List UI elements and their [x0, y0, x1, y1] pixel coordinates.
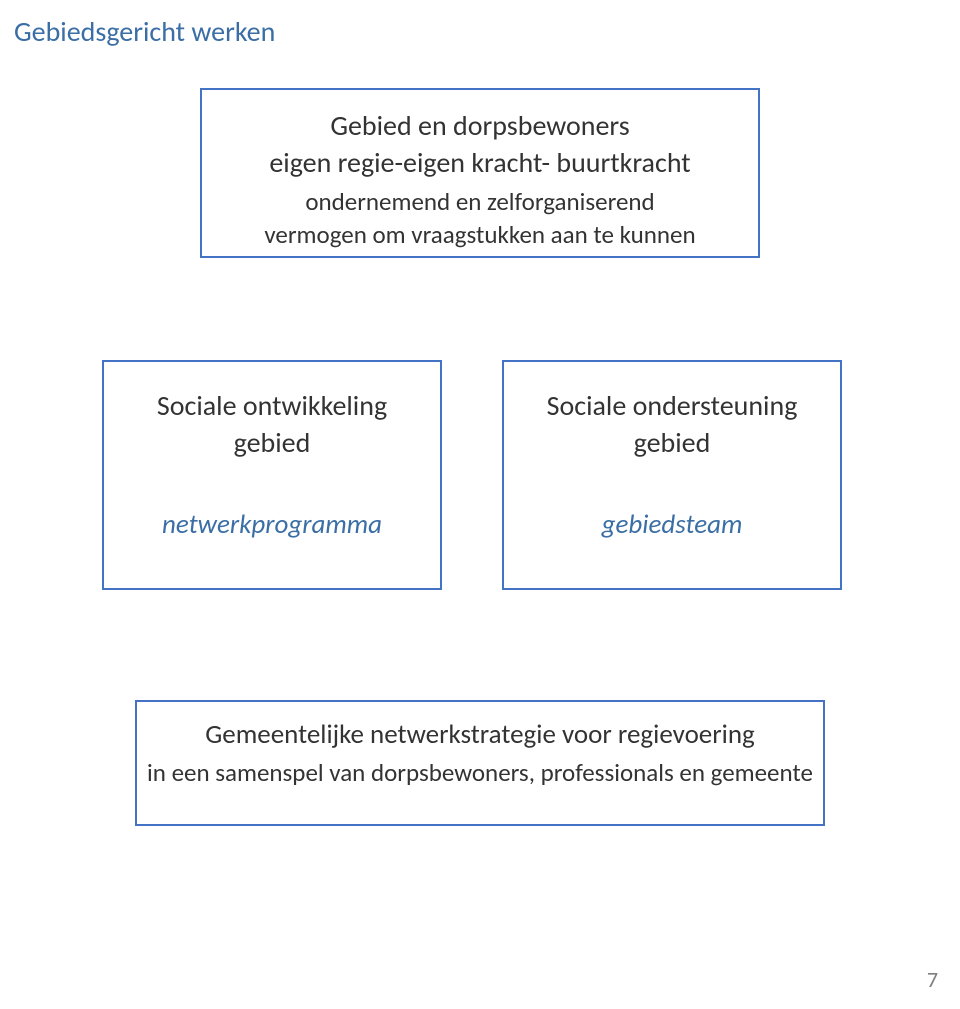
page-title: Gebiedsgericht werken [14, 14, 275, 49]
box-mid-left-line2: gebied [104, 425, 440, 460]
box-mid-left-italic: netwerkprogramma [104, 508, 440, 541]
box-mid-left-line1: Sociale ontwikkeling [104, 388, 440, 423]
box-top-line1: Gebied en dorpsbewoners [202, 108, 758, 143]
box-mid-right-line2: gebied [504, 425, 840, 460]
box-top-line3: ondernemend en zelforganiserend [202, 186, 758, 217]
box-bottom-line1: Gemeentelijke netwerkstrategie voor regi… [137, 718, 823, 751]
box-mid-right-line1: Sociale ondersteuning [504, 388, 840, 423]
page-number: 7 [927, 966, 938, 993]
box-mid-right: Sociale ondersteuning gebied gebiedsteam [502, 360, 842, 590]
box-top-line2: eigen regie-eigen kracht- buurtkracht [202, 145, 758, 180]
box-top: Gebied en dorpsbewoners eigen regie-eige… [200, 88, 760, 258]
box-bottom: Gemeentelijke netwerkstrategie voor regi… [135, 700, 825, 826]
box-mid-left: Sociale ontwikkeling gebied netwerkprogr… [102, 360, 442, 590]
slide-page: Gebiedsgericht werken Gebied en dorpsbew… [0, 0, 960, 1009]
box-bottom-line2: in een samenspel van dorpsbewoners, prof… [137, 757, 823, 788]
box-top-line4: vermogen om vraagstukken aan te kunnen [202, 219, 758, 250]
box-mid-right-italic: gebiedsteam [504, 508, 840, 541]
